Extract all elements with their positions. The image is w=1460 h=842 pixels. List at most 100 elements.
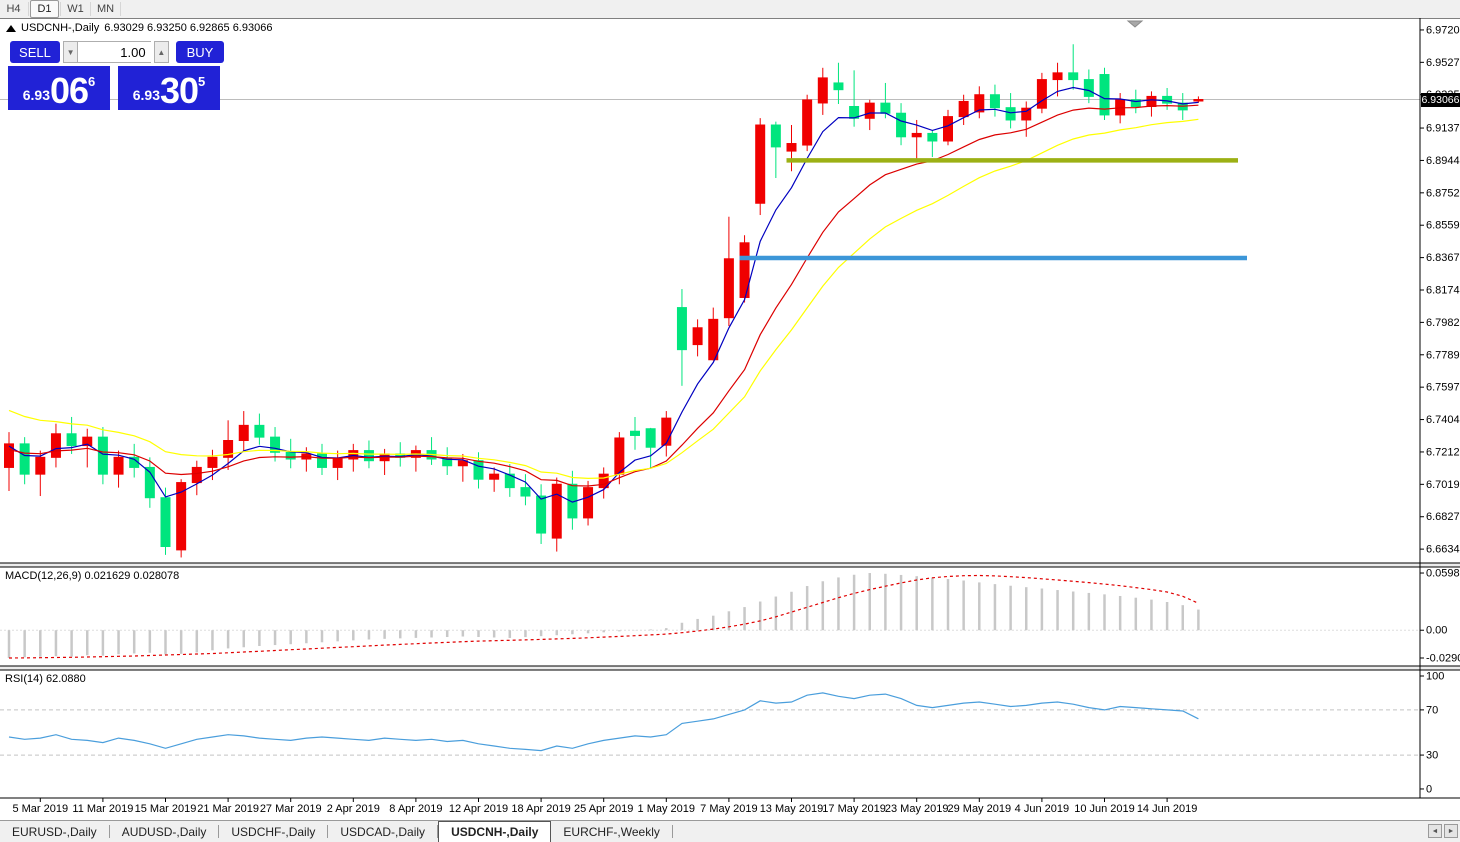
- macd-signal-line: [8, 574, 1199, 659]
- candle: [348, 450, 359, 460]
- time-axis[interactable]: 5 Mar 2019 11 Mar 2019 15 Mar 2019 21 Mar 2…: [12, 798, 1197, 815]
- candle: [958, 100, 969, 118]
- chart-shift-marker-icon[interactable]: [1126, 20, 1144, 28]
- chart-canvas[interactable]: 6.972006.952756.933506.913706.894456.875…: [0, 0, 1460, 820]
- candle: [363, 450, 374, 462]
- candle: [974, 94, 985, 113]
- tab-separator: [671, 825, 673, 838]
- candle: [457, 460, 468, 467]
- candles: [4, 44, 1204, 558]
- candle: [943, 116, 953, 142]
- chart-ohlc-values: 6.93029 6.93250 6.92865 6.93066: [104, 22, 273, 34]
- time-axis-label: 4 Jun 2019: [1015, 803, 1069, 815]
- chart-tab-usdcnh[interactable]: USDCNH-,Daily: [438, 821, 552, 842]
- candle: [254, 424, 265, 438]
- candle: [1130, 99, 1141, 108]
- collapse-triangle-icon[interactable]: [6, 24, 16, 32]
- candle: [50, 433, 61, 458]
- rsi-line: [8, 692, 1199, 752]
- ma-fast-line[interactable]: [8, 86, 1199, 503]
- candle: [911, 132, 922, 138]
- ma-slow-line[interactable]: [8, 118, 1199, 480]
- buy-button[interactable]: BUY: [176, 41, 224, 63]
- pane-splitter[interactable]: [0, 563, 1460, 567]
- candle: [1083, 79, 1094, 97]
- price-axis-label: 6.75970: [1426, 382, 1460, 394]
- candle: [144, 466, 155, 499]
- volume-increase-button[interactable]: ▲: [153, 41, 169, 63]
- time-axis-label: 1 May 2019: [638, 803, 695, 815]
- candle: [285, 451, 296, 460]
- candle: [82, 436, 93, 447]
- time-axis-label: 23 May 2019: [885, 803, 949, 815]
- ma-mid-line[interactable]: [8, 104, 1199, 487]
- chart-tab-audusd[interactable]: AUDUSD-,Daily: [121, 824, 207, 839]
- candle: [66, 433, 77, 447]
- time-axis-label: 12 Apr 2019: [449, 803, 508, 815]
- candle: [442, 458, 453, 467]
- chart-tab-eurchf[interactable]: EURCHF-,Weekly: [563, 824, 660, 839]
- price-axis-label: 6.83670: [1426, 252, 1460, 264]
- time-axis-label: 27 Mar 2019: [260, 803, 322, 815]
- timeframe-h4-button[interactable]: H4: [6, 3, 21, 15]
- candle: [332, 458, 343, 468]
- time-axis-label: 15 Mar 2019: [135, 803, 197, 815]
- timeframe-d1-button[interactable]: D1: [30, 0, 59, 18]
- candle: [1005, 107, 1016, 121]
- candle: [223, 440, 234, 458]
- candle: [755, 124, 766, 204]
- macd-axis-label: 0.00: [1426, 625, 1447, 637]
- candle: [160, 497, 171, 548]
- tab-separator: [108, 825, 110, 838]
- buy-price-display[interactable]: 6.93 30 5: [118, 66, 220, 110]
- chart-tab-eurusd[interactable]: EURUSD-,Daily: [12, 824, 97, 839]
- macd-axis-label: -0.029045: [1426, 653, 1460, 665]
- toolbar-separator: [120, 2, 121, 16]
- chart-symbol-label: USDCNH-,Daily: [21, 22, 100, 34]
- candle: [176, 482, 187, 551]
- candle: [270, 436, 281, 453]
- sell-price-pip-digit: 6: [88, 74, 96, 89]
- candle: [598, 473, 609, 489]
- macd-indicator-label: MACD(12,26,9) 0.021629 0.028078: [5, 570, 180, 582]
- tab-scroll-left-button[interactable]: ◄: [1428, 824, 1442, 838]
- candle: [723, 258, 734, 319]
- candle: [708, 318, 719, 361]
- price-axis-label: 6.79820: [1426, 317, 1460, 329]
- chart-tab-usdcad[interactable]: USDCAD-,Daily: [340, 824, 426, 839]
- time-axis-label: 29 May 2019: [947, 803, 1011, 815]
- price-axis-label: 6.81745: [1426, 284, 1460, 296]
- candle: [1052, 72, 1063, 81]
- candle: [786, 143, 797, 152]
- price-axis[interactable]: 6.972006.952756.933506.913706.894456.875…: [1420, 24, 1460, 795]
- buy-price-big-digits: 30: [159, 70, 199, 111]
- sell-price-display[interactable]: 6.93 06 6: [8, 66, 110, 110]
- tab-scroll-right-button[interactable]: ►: [1444, 824, 1458, 838]
- tab-separator: [327, 825, 329, 838]
- price-axis-label: 6.95275: [1426, 57, 1460, 69]
- volume-decrease-button[interactable]: ▼: [62, 41, 79, 63]
- tab-scroll-controls: ◄ ►: [1428, 824, 1458, 838]
- timeframe-mn-button[interactable]: MN: [96, 3, 115, 15]
- chart-tab-usdchf[interactable]: USDCHF-,Daily: [231, 824, 316, 839]
- sell-button[interactable]: SELL: [10, 41, 60, 63]
- candle: [238, 424, 249, 442]
- candle: [692, 327, 703, 346]
- time-axis-label: 2 Apr 2019: [327, 803, 380, 815]
- price-axis-label: 6.85595: [1426, 220, 1460, 232]
- buy-price-pip-digit: 5: [198, 74, 206, 89]
- timeframe-w1-button[interactable]: W1: [67, 3, 84, 15]
- candle: [551, 483, 562, 539]
- rsi-axis-label: 100: [1426, 670, 1444, 682]
- time-axis-label: 17 May 2019: [822, 803, 886, 815]
- pane-splitter[interactable]: [0, 666, 1460, 670]
- candle: [317, 453, 327, 468]
- candle: [661, 417, 672, 446]
- candle: [520, 487, 531, 497]
- candle: [927, 132, 938, 142]
- tab-separator: [218, 825, 220, 838]
- sell-price-big-digits: 06: [49, 70, 89, 111]
- candle: [191, 466, 202, 484]
- toolbar-separator: [90, 2, 91, 16]
- volume-input[interactable]: 1.00: [78, 41, 151, 63]
